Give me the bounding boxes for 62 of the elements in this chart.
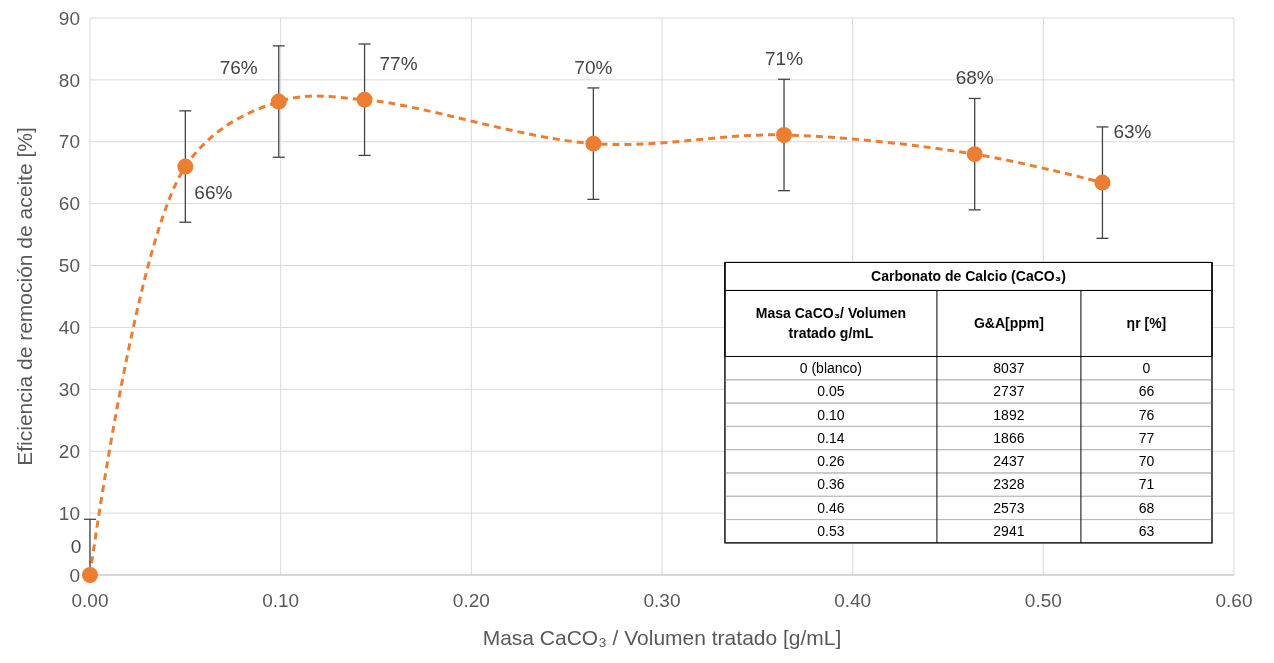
- x-tick-label: 0.40: [834, 590, 872, 611]
- y-tick-label: 60: [58, 193, 80, 215]
- annotation: 66: [1138, 383, 1155, 400]
- annotation: 8037: [993, 359, 1025, 376]
- x-tick-label: 0.20: [452, 590, 490, 611]
- point: [270, 93, 287, 110]
- annotation: 70: [1138, 453, 1155, 470]
- y-axis-title: Eficiencia de remoción de aceite [%]: [13, 127, 36, 466]
- annotation: 2328: [993, 476, 1025, 493]
- point: [177, 158, 194, 175]
- annotation: 2737: [993, 383, 1025, 400]
- annotation: 2573: [993, 499, 1025, 516]
- annotation: 0.10: [817, 406, 845, 423]
- annotation: 2437: [993, 453, 1025, 470]
- x-tick-label: 0.50: [1024, 590, 1062, 611]
- annotation: 1866: [993, 429, 1025, 446]
- annotation: 0 (blanco): [799, 359, 863, 376]
- data-label: 71%: [765, 47, 804, 69]
- data-label: 66%: [194, 181, 233, 203]
- annotation: ηr [%]: [1126, 315, 1167, 332]
- annotation: 76: [1138, 406, 1155, 423]
- annotation: 0.14: [817, 429, 845, 446]
- data-label: 63%: [1113, 120, 1152, 142]
- y-tick-label: 20: [58, 440, 80, 462]
- annotation: 71: [1138, 476, 1155, 493]
- y-tick-label: 70: [58, 131, 80, 153]
- x-tick-label: 0.00: [71, 590, 109, 611]
- annotation: 77: [1138, 429, 1155, 446]
- data-label: 76%: [219, 56, 258, 78]
- annotation: 0.53: [817, 523, 845, 540]
- data-label: 77%: [379, 52, 418, 74]
- point: [1094, 174, 1111, 191]
- x-tick-label: 0.10: [262, 590, 300, 611]
- annotation: 0.26: [817, 453, 845, 470]
- point: [776, 126, 793, 143]
- annotation: Masa CaCO₃/ Volumen tratado g/mL: [755, 305, 906, 342]
- y-tick-label: 90: [58, 7, 80, 29]
- point: [585, 135, 602, 152]
- annotation: 68: [1138, 499, 1155, 516]
- y-tick-label: 40: [58, 317, 80, 339]
- annotation: G&A[ppm]: [973, 315, 1044, 332]
- point: [356, 91, 373, 108]
- y-tick-label: 30: [58, 378, 80, 400]
- y-tick-label: 10: [58, 502, 80, 524]
- data-label: 68%: [955, 67, 994, 89]
- annotation: 0.05: [817, 383, 845, 400]
- annotation: Carbonato de Calcio (CaCO₃): [871, 268, 1066, 285]
- x-axis-title: Masa CaCO₃ / Volumen tratado [g/mL]: [482, 626, 842, 649]
- point: [82, 567, 98, 583]
- x-tick-label: 0.60: [1215, 590, 1253, 611]
- y-tick-label: 80: [58, 69, 80, 91]
- annotation: 2941: [993, 523, 1025, 540]
- point: [966, 146, 983, 163]
- x-tick-label: 0.30: [643, 590, 681, 611]
- annotation: 0.36: [817, 476, 845, 493]
- annotation: 0: [1142, 359, 1151, 376]
- annotation: 1892: [993, 406, 1025, 423]
- annotation: 63: [1138, 523, 1155, 540]
- y-tick-label: 0: [69, 564, 80, 586]
- data-label: 70%: [574, 56, 613, 78]
- y-tick-label: 50: [58, 255, 80, 277]
- annotation: 0.46: [817, 499, 845, 516]
